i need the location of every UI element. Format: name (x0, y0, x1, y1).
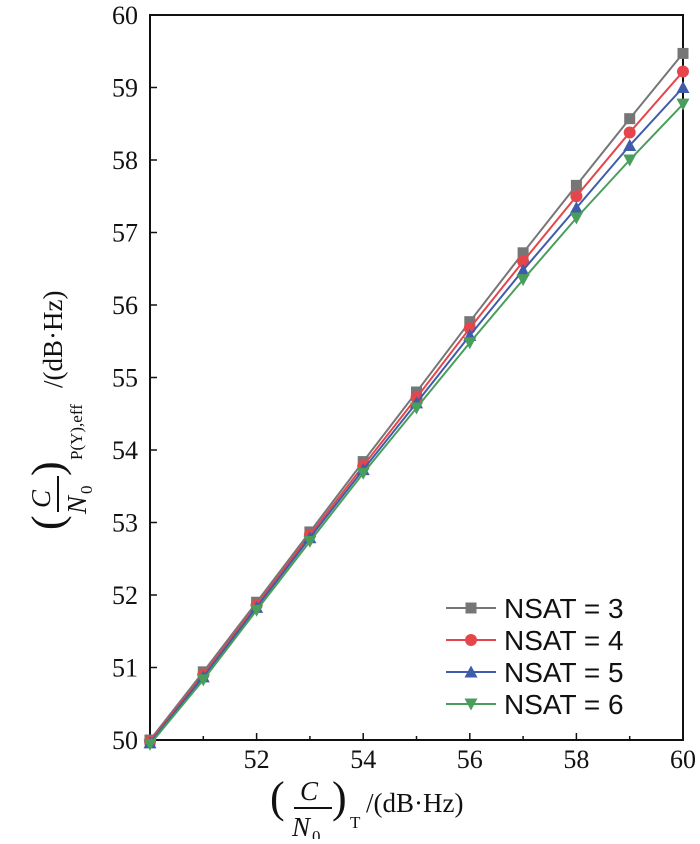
x-tick-label: 56 (457, 745, 483, 774)
y-tick-label: 59 (112, 74, 138, 103)
y-tick-label: 51 (112, 654, 138, 683)
legend-item: NSAT = 5 (446, 657, 624, 688)
marker-triangle-down (410, 402, 423, 415)
marker-square (624, 113, 636, 125)
x-label-unit: /(dB·Hz) (366, 788, 463, 818)
legend-item: NSAT = 6 (446, 689, 624, 720)
marker-triangle-down (569, 212, 583, 225)
legend-label: NSAT = 3 (504, 593, 624, 624)
x-label-num: C (300, 776, 319, 806)
marker-triangle-down (676, 98, 690, 111)
y-tick-label: 57 (112, 219, 138, 248)
legend-label: NSAT = 4 (504, 625, 624, 656)
y-tick-label: 53 (112, 509, 138, 538)
svg-text:): ) (332, 773, 347, 822)
legend-label: NSAT = 5 (504, 657, 624, 688)
series-group (143, 47, 690, 751)
marker-triangle-up (569, 201, 583, 214)
x-tick-label: 58 (563, 745, 589, 774)
legend-item: NSAT = 4 (446, 625, 624, 656)
marker-triangle-down (303, 535, 317, 548)
marker-triangle-down (250, 604, 264, 617)
x-label-sub: T (350, 813, 361, 832)
marker-square (517, 247, 529, 259)
marker-triangle-up (623, 139, 637, 151)
series-nsat6 (143, 98, 690, 751)
marker-triangle-down (464, 698, 478, 711)
y-label-sub: P(Y),eff (67, 404, 86, 460)
svg-text:): ) (23, 461, 72, 476)
svg-text:(: ( (270, 773, 285, 822)
y-tick-label: 54 (112, 436, 138, 465)
marker-circle (465, 634, 477, 646)
marker-triangle-down (516, 274, 530, 287)
y-tick-label: 52 (112, 581, 138, 610)
x-label-den-sub: 0 (312, 827, 321, 839)
x-tick-label: 54 (350, 745, 376, 774)
y-axis-label: ( C N 0 ) P(Y),eff /(dB·Hz) (23, 291, 96, 530)
y-tick-label: 60 (112, 1, 138, 30)
marker-square (464, 316, 476, 328)
y-tick-label: 56 (112, 291, 138, 320)
y-label-den-sub: 0 (77, 486, 96, 495)
marker-triangle-down (463, 337, 477, 350)
marker-triangle-down (623, 154, 637, 167)
y-tick-label: 58 (112, 146, 138, 175)
y-label-unit: /(dB·Hz) (38, 291, 68, 388)
marker-triangle-up (464, 665, 478, 678)
y-label-num: C (26, 489, 56, 508)
y-label-den: N (62, 494, 92, 515)
marker-circle (677, 65, 689, 78)
axes: 50 51 52 53 54 55 56 57 58 59 60 52 54 56 58 60 (112, 1, 696, 774)
legend-item: NSAT = 3 (446, 593, 624, 624)
x-axis-label: ( C N 0 ) T /(dB·Hz) (270, 773, 463, 844)
marker-square (465, 602, 477, 614)
x-label-den: N (291, 812, 312, 839)
y-tick-label: 55 (112, 364, 138, 393)
marker-circle (623, 126, 636, 139)
marker-triangle-down (356, 467, 370, 480)
marker-triangle-down (143, 738, 157, 751)
legend-label: NSAT = 6 (504, 689, 624, 720)
marker-triangle-up (516, 263, 530, 276)
y-tick-label: 50 (112, 726, 138, 755)
x-tick-label: 52 (244, 745, 270, 774)
marker-circle (517, 255, 530, 268)
marker-square (570, 179, 582, 191)
marker-triangle-down (196, 674, 210, 687)
svg-text:(: ( (23, 515, 72, 530)
marker-circle (570, 190, 583, 203)
marker-triangle-up (676, 81, 690, 93)
x-tick-label: 60 (670, 745, 696, 774)
marker-square (677, 47, 689, 59)
